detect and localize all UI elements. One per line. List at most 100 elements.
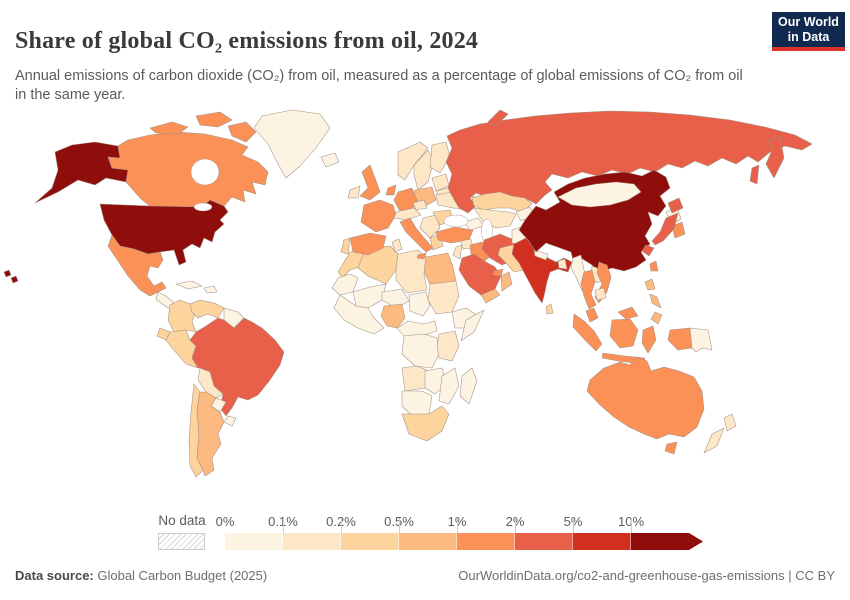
legend-tick (399, 518, 400, 533)
country-colombia[interactable] (167, 299, 197, 333)
legend-tick (457, 518, 458, 533)
country-japan-honshu[interactable] (651, 212, 679, 246)
country-taiwan[interactable] (649, 260, 659, 272)
country-malaysia-borneo[interactable] (617, 306, 639, 320)
country-netherlands-belgium[interactable] (385, 184, 397, 196)
footer-link[interactable]: OurWorldinData.org/co2-and-greenhouse-ga… (458, 568, 785, 583)
country-sri-lanka[interactable] (545, 303, 554, 315)
country-libya[interactable] (395, 249, 428, 294)
country-uruguay[interactable] (223, 415, 237, 427)
country-australia[interactable] (586, 356, 705, 440)
country-philippines[interactable] (644, 278, 663, 325)
legend-bin-swatch[interactable] (631, 533, 703, 550)
country-indonesia-sulawesi[interactable] (641, 325, 657, 354)
country-south-africa[interactable] (401, 405, 450, 442)
country-somalia[interactable] (460, 309, 485, 342)
footer-source-label: Data source: (15, 568, 94, 583)
country-japan-kyushu[interactable] (641, 244, 655, 257)
country-egypt[interactable] (423, 252, 457, 285)
hudson-bay (190, 158, 220, 186)
legend-no-data-swatch[interactable] (158, 533, 205, 550)
country-tasmania[interactable] (664, 441, 678, 455)
country-balkans[interactable] (419, 214, 441, 239)
country-bangladesh[interactable] (557, 258, 568, 270)
country-madagascar[interactable] (459, 367, 478, 405)
country-kenya-tanzania[interactable] (436, 330, 460, 362)
country-cameroon-car[interactable] (396, 320, 438, 337)
country-drc[interactable] (401, 333, 440, 369)
country-portugal[interactable] (340, 237, 351, 255)
country-japan-hokkaido[interactable] (667, 197, 684, 214)
country-greenland[interactable] (253, 109, 331, 179)
country-niger[interactable] (381, 288, 410, 309)
page-title: Share of global CO₂ emissions from oil, … (15, 28, 479, 55)
legend-bin-swatch[interactable] (341, 533, 399, 550)
legend-bin-swatch[interactable] (399, 533, 457, 550)
country-sweden[interactable] (413, 149, 435, 191)
country-cuba[interactable] (175, 280, 203, 290)
country-russia-sakhalin[interactable] (749, 164, 760, 185)
country-malaysia-peninsula[interactable] (585, 307, 599, 323)
footer-separator: | (784, 568, 796, 583)
black-sea (443, 214, 469, 228)
country-saudi-arabia[interactable] (458, 253, 502, 296)
legend-bin-swatch[interactable] (283, 533, 341, 550)
country-united-kingdom[interactable] (359, 164, 381, 201)
owid-logo-line1: Our World (778, 14, 839, 29)
country-israel-jordan[interactable] (452, 244, 463, 260)
country-namibia-botswana[interactable] (401, 390, 433, 417)
country-mongolia[interactable] (557, 181, 642, 208)
country-iceland[interactable] (320, 152, 340, 168)
country-mozambique[interactable] (438, 367, 460, 405)
country-france[interactable] (360, 199, 397, 233)
country-finland[interactable] (429, 141, 451, 174)
country-canada-island[interactable] (149, 121, 189, 135)
country-czechia[interactable] (412, 199, 428, 211)
country-indonesia-sumatra[interactable] (572, 313, 603, 352)
country-brazil[interactable] (189, 317, 285, 417)
country-thailand[interactable] (580, 269, 597, 310)
country-sicily[interactable] (416, 252, 427, 260)
country-oman[interactable] (500, 271, 513, 292)
country-united-arab-emirates[interactable] (492, 268, 504, 277)
country-west-africa[interactable] (333, 294, 385, 335)
legend-bin-swatch[interactable] (515, 533, 573, 550)
country-switzerland-austria[interactable] (393, 207, 422, 221)
country-canada-island[interactable] (195, 111, 233, 128)
footer: Data source: Global Carbon Budget (2025)… (15, 568, 835, 583)
country-nigeria[interactable] (380, 303, 406, 329)
country-spain[interactable] (349, 232, 387, 256)
country-indonesia-west-papua[interactable] (667, 327, 693, 351)
country-south-korea[interactable] (671, 221, 686, 239)
legend-tick (573, 518, 574, 533)
country-russia-kamchatka[interactable] (765, 135, 785, 179)
country-hawaii[interactable] (3, 269, 19, 284)
country-mali[interactable] (352, 283, 387, 309)
legend-bin-swatch[interactable] (457, 533, 515, 550)
country-canada[interactable] (107, 131, 269, 208)
country-mexico[interactable] (107, 234, 167, 297)
country-sudan[interactable] (427, 280, 460, 315)
country-yemen[interactable] (480, 288, 501, 304)
country-cambodia[interactable] (594, 287, 607, 301)
country-argentina[interactable] (196, 391, 225, 477)
owid-logo[interactable]: Our World in Data (772, 12, 845, 51)
legend-tick (341, 518, 342, 533)
legend-bin-swatch[interactable] (573, 533, 631, 550)
country-alaska[interactable] (34, 141, 129, 204)
country-new-zealand[interactable] (703, 413, 737, 454)
country-venezuela[interactable] (189, 299, 225, 319)
country-chad[interactable] (408, 291, 431, 317)
legend-bin-swatch[interactable] (225, 533, 283, 550)
country-canada-island[interactable] (227, 121, 257, 143)
country-nepal[interactable] (533, 249, 549, 261)
country-hispaniola[interactable] (203, 285, 218, 294)
footer-cc-by[interactable]: CC BY (795, 568, 835, 583)
country-bolivia[interactable] (197, 367, 224, 399)
country-russia-novaya-zemlya[interactable] (487, 109, 509, 127)
country-tunisia[interactable] (391, 238, 403, 253)
country-indonesia-borneo[interactable] (609, 318, 639, 349)
country-papua-new-guinea[interactable] (689, 327, 713, 353)
country-ireland[interactable] (347, 185, 361, 199)
